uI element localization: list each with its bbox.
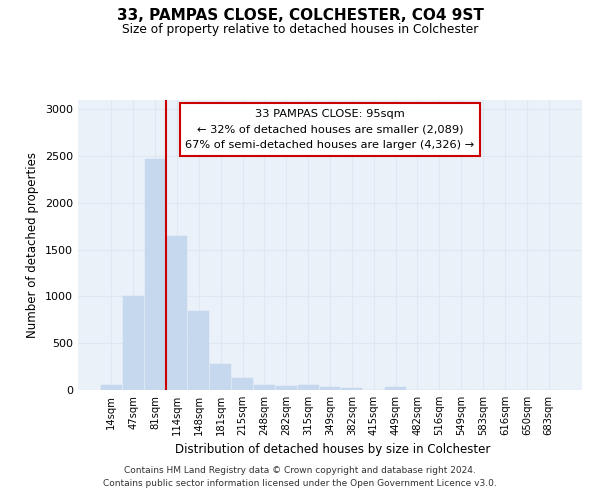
Text: Size of property relative to detached houses in Colchester: Size of property relative to detached ho…: [122, 22, 478, 36]
Text: Distribution of detached houses by size in Colchester: Distribution of detached houses by size …: [175, 442, 491, 456]
Y-axis label: Number of detached properties: Number of detached properties: [26, 152, 40, 338]
Bar: [188, 312, 209, 390]
Bar: [145, 159, 166, 390]
Bar: [101, 385, 122, 390]
Text: Contains HM Land Registry data © Crown copyright and database right 2024.
Contai: Contains HM Land Registry data © Crown c…: [103, 466, 497, 487]
Bar: [232, 378, 253, 390]
Text: 33 PAMPAS CLOSE: 95sqm
← 32% of detached houses are smaller (2,089)
67% of semi-: 33 PAMPAS CLOSE: 95sqm ← 32% of detached…: [185, 108, 475, 150]
Text: 33, PAMPAS CLOSE, COLCHESTER, CO4 9ST: 33, PAMPAS CLOSE, COLCHESTER, CO4 9ST: [116, 8, 484, 22]
Bar: [385, 387, 406, 390]
Bar: [167, 236, 187, 390]
Bar: [298, 386, 319, 390]
Bar: [254, 386, 275, 390]
Bar: [276, 386, 296, 390]
Bar: [341, 388, 362, 390]
Bar: [123, 296, 143, 390]
Bar: [210, 364, 231, 390]
Bar: [320, 387, 340, 390]
